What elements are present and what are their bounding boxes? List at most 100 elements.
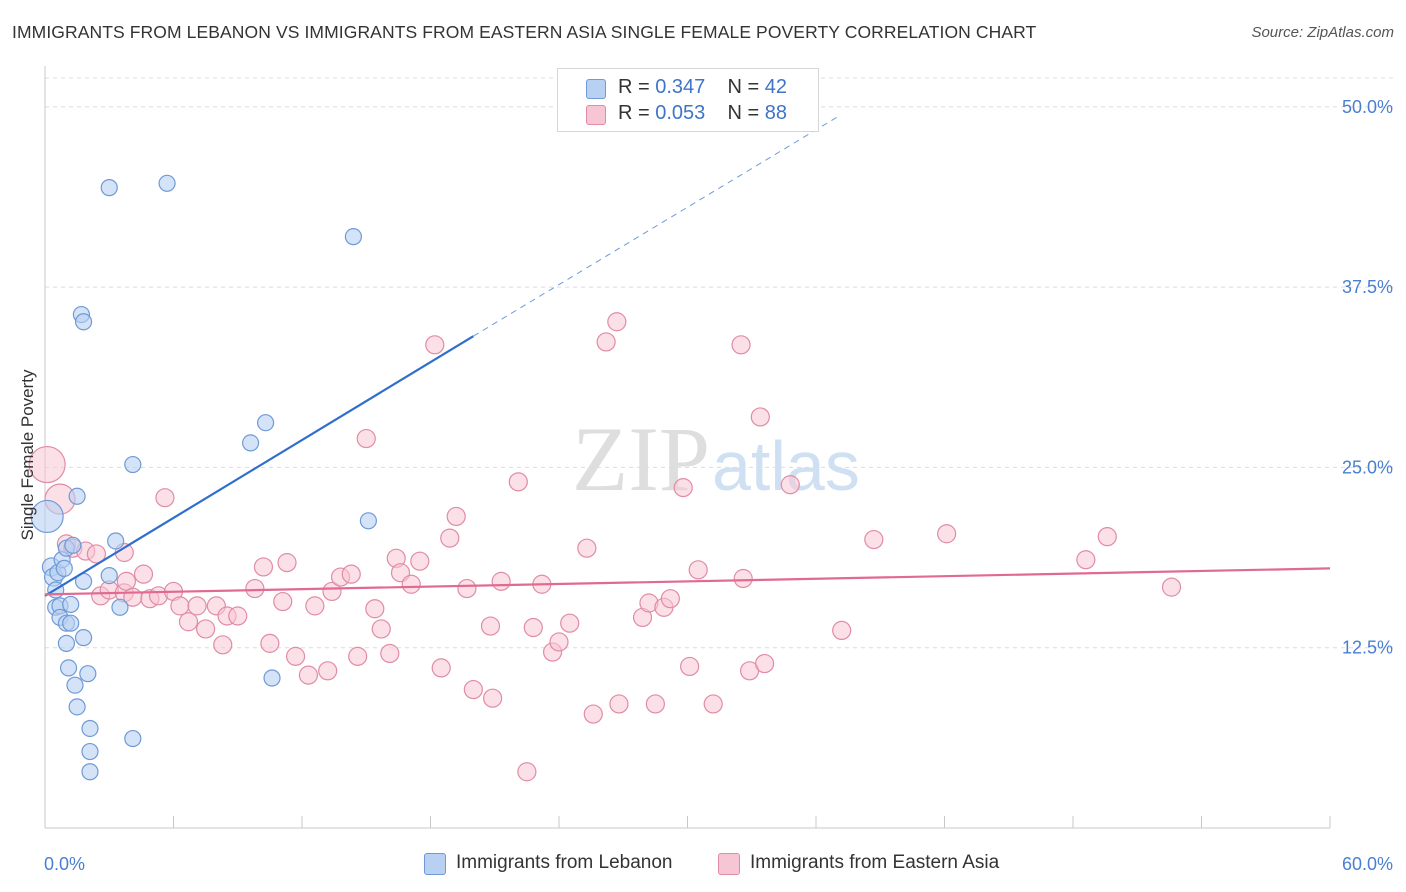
data-point-eastern-asia	[28, 445, 66, 484]
data-point-eastern-asia	[273, 591, 293, 612]
data-point-eastern-asia	[596, 332, 616, 352]
data-point-eastern-asia	[523, 617, 543, 638]
data-point-lebanon	[62, 595, 80, 614]
data-point-eastern-asia	[322, 581, 342, 602]
data-point-eastern-asia	[560, 613, 580, 633]
data-point-eastern-asia	[170, 596, 190, 616]
legend-r-label: R =	[618, 76, 650, 98]
trend-lines	[44, 116, 1331, 597]
data-point-lebanon	[81, 742, 99, 761]
data-point-lebanon	[344, 228, 362, 246]
data-point-lebanon	[57, 634, 76, 652]
data-point-eastern-asia	[425, 335, 445, 355]
data-point-eastern-asia	[380, 643, 400, 664]
data-point-lebanon	[124, 455, 142, 474]
data-point-eastern-asia	[688, 560, 708, 580]
trend-line-eastern-asia	[44, 567, 1331, 596]
data-point-lebanon	[158, 174, 176, 192]
bottom-legend-label-eastern-asia: Immigrants from Eastern Asia	[750, 852, 1000, 873]
tick-labels: 12.5% 25.0% 37.5% 50.0% 0.0% 60.0%	[44, 97, 1393, 874]
data-point-eastern-asia	[178, 612, 199, 632]
data-point-lebanon	[30, 499, 64, 534]
legend-r-value-eastern-asia: 0.053	[655, 102, 706, 124]
y-tick-label: 25.0%	[1342, 457, 1393, 477]
data-point-eastern-asia	[731, 335, 751, 355]
data-point-eastern-asia	[703, 694, 723, 714]
data-point-eastern-asia	[1161, 577, 1182, 597]
y-tick-label: 50.0%	[1342, 97, 1393, 117]
data-point-eastern-asia	[86, 544, 107, 564]
data-point-eastern-asia	[356, 428, 376, 449]
data-point-eastern-asia	[341, 564, 361, 584]
data-point-eastern-asia	[645, 694, 665, 714]
legend-n-value-lebanon: 42	[764, 76, 788, 98]
chart-title: IMMIGRANTS FROM LEBANON VS IMMIGRANTS FR…	[12, 22, 1037, 42]
data-point-lebanon	[66, 676, 84, 694]
data-point-lebanon	[242, 434, 260, 452]
data-point-eastern-asia	[253, 557, 274, 577]
grid-lines	[45, 77, 1393, 649]
data-point-eastern-asia	[549, 632, 569, 652]
legend-r-value-lebanon: 0.347	[655, 76, 706, 98]
data-point-lebanon	[68, 698, 86, 716]
data-point-lebanon	[62, 614, 80, 632]
data-point-lebanon	[74, 629, 93, 647]
data-point-eastern-asia	[401, 574, 421, 594]
data-point-eastern-asia	[480, 616, 501, 636]
legend-swatch-eastern-asia	[586, 105, 606, 125]
data-point-eastern-asia	[196, 619, 216, 639]
data-point-eastern-asia	[1076, 550, 1096, 570]
x-tick-label-max: 60.0%	[1342, 854, 1393, 874]
data-point-eastern-asia	[750, 407, 770, 427]
data-point-eastern-asia	[508, 472, 528, 492]
data-point-eastern-asia	[155, 488, 175, 508]
data-point-eastern-asia	[318, 661, 338, 681]
x-tick-label-min: 0.0%	[44, 854, 85, 874]
data-point-lebanon	[81, 763, 99, 781]
y-tick-label: 12.5%	[1342, 638, 1393, 658]
data-point-lebanon	[100, 566, 118, 585]
y-axis-label: Single Female Poverty	[18, 369, 37, 541]
series-eastern-asia-points	[28, 312, 1182, 782]
data-point-lebanon	[100, 179, 118, 197]
watermark-atlas: atlas	[712, 427, 860, 505]
data-point-eastern-asia	[780, 475, 800, 495]
data-point-lebanon	[59, 659, 78, 677]
data-point-lebanon	[124, 729, 142, 748]
data-point-eastern-asia	[754, 653, 775, 674]
legend-n-label: N =	[727, 76, 760, 98]
legend-n-label: N =	[727, 102, 760, 124]
data-point-lebanon	[111, 598, 129, 616]
data-point-eastern-asia	[680, 656, 700, 677]
bottom-legend-swatch-eastern-asia	[718, 853, 740, 875]
data-point-lebanon	[81, 719, 99, 738]
data-point-lebanon	[256, 414, 275, 432]
data-point-eastern-asia	[371, 619, 391, 639]
data-point-eastern-asia	[733, 568, 753, 589]
data-point-eastern-asia	[298, 665, 319, 685]
data-point-eastern-asia	[463, 679, 483, 700]
data-point-lebanon	[79, 665, 97, 683]
data-point-eastern-asia	[440, 528, 460, 548]
data-point-eastern-asia	[305, 596, 325, 616]
data-point-eastern-asia	[577, 538, 597, 558]
data-point-eastern-asia	[245, 578, 265, 599]
data-point-lebanon	[263, 669, 281, 687]
data-point-eastern-asia	[285, 646, 306, 666]
data-point-lebanon	[64, 536, 82, 554]
trend-line-lebanon-extension	[473, 116, 838, 337]
data-point-eastern-asia	[583, 704, 603, 724]
data-point-eastern-asia	[260, 633, 280, 653]
data-point-eastern-asia	[673, 478, 693, 498]
data-point-lebanon	[68, 487, 86, 505]
data-point-eastern-asia	[365, 599, 385, 619]
bottom-legend-swatch-lebanon	[424, 853, 446, 875]
series-lebanon-points	[30, 174, 377, 781]
data-point-eastern-asia	[832, 620, 852, 641]
data-point-eastern-asia	[187, 596, 207, 616]
y-tick-label: 37.5%	[1342, 277, 1393, 297]
data-point-eastern-asia	[864, 529, 884, 550]
data-point-eastern-asia	[517, 762, 537, 782]
data-point-eastern-asia	[213, 635, 233, 655]
